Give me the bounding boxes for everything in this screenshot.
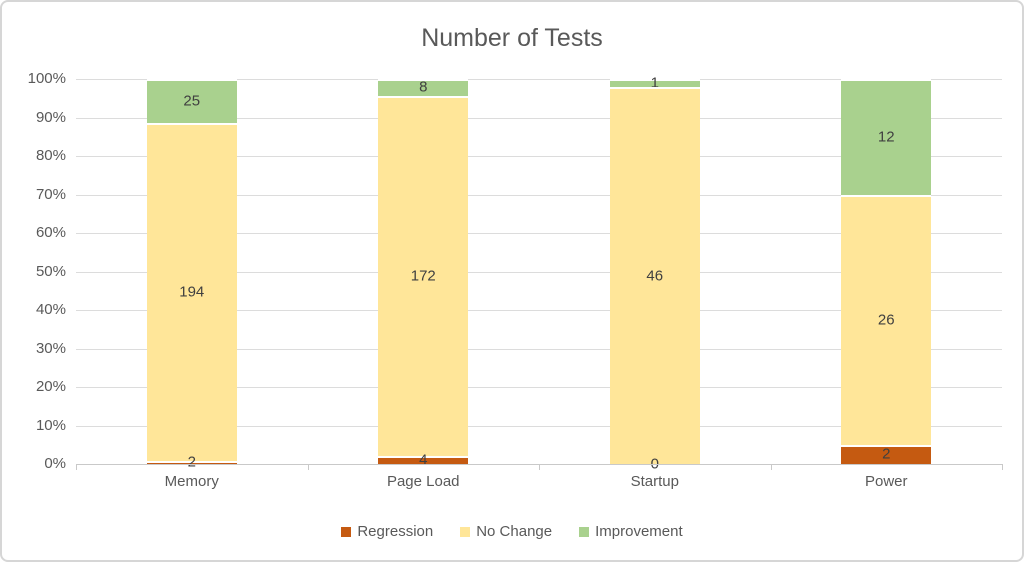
legend-swatch-no-change: [460, 526, 471, 537]
data-label-improvement-startup: 1: [650, 74, 659, 92]
y-tick-label: 90%: [35, 108, 66, 126]
legend-swatch-regression: [341, 526, 352, 537]
legend-item-no-change: No Change: [460, 523, 552, 540]
data-label-improvement-memory: 25: [183, 92, 201, 110]
gridline: [76, 117, 1002, 119]
y-tick-label: 50%: [35, 262, 66, 280]
x-axis-tick: [539, 464, 540, 470]
segment-no-change-power: [841, 194, 932, 445]
segment-regression-page-load: [378, 455, 469, 464]
legend-swatch-improvement: [579, 526, 590, 537]
data-label-improvement-power: 12: [877, 128, 895, 146]
gridline: [76, 156, 1002, 157]
segment-improvement-memory: [146, 79, 237, 123]
data-label-improvement-page-load: 8: [419, 78, 428, 96]
data-label-regression-page-load: 4: [419, 451, 428, 469]
category-label-startup: Startup: [630, 473, 679, 490]
bar-power: 12 26 2: [841, 79, 932, 464]
gridline: [76, 233, 1002, 234]
gridline: [76, 271, 1002, 273]
y-tick-label: 30%: [35, 339, 66, 357]
x-axis-tick: [1002, 464, 1003, 470]
plot-area: 25 194 2 8 172 4 1 46 0 12 26 2: [76, 75, 1002, 473]
bar-memory: 25 194 2: [146, 79, 237, 471]
gridline: [76, 387, 1002, 388]
chart-title: Number of Tests: [421, 24, 603, 52]
category-label-memory: Memory: [164, 473, 219, 490]
y-tick-label: 40%: [35, 301, 66, 318]
gridline: [76, 310, 1002, 311]
bar-startup: 1 46 0: [609, 75, 700, 473]
data-label-regression-power: 2: [882, 445, 891, 463]
data-label-no-change-startup: 46: [646, 267, 664, 285]
y-tick-label: 10%: [35, 416, 66, 434]
legend-label-improvement: Improvement: [595, 523, 683, 540]
category-label-page-load: Page Load: [386, 473, 460, 490]
x-axis-tick: [76, 464, 77, 470]
gridline: [76, 425, 1002, 427]
gridline: [76, 194, 1002, 196]
segment-no-change-page-load: [378, 95, 469, 456]
y-tick-label: 60%: [35, 224, 66, 241]
x-axis-tick: [770, 464, 772, 470]
data-label-no-change-page-load: 172: [410, 267, 436, 285]
segment-improvement-power: [841, 79, 932, 195]
gridline: [76, 348, 1002, 350]
data-label-no-change-power: 26: [877, 311, 895, 329]
y-tick-label: 20%: [35, 378, 66, 395]
y-tick-label: 80%: [35, 147, 66, 164]
legend-item-regression: Regression: [341, 523, 433, 540]
y-tick-label: 0%: [44, 455, 66, 472]
segment-regression-power: [841, 444, 932, 464]
x-axis-tick: [307, 464, 309, 470]
y-tick-label: 100%: [27, 70, 66, 87]
y-tick-label: 70%: [35, 185, 66, 203]
bar-page-load: 8 172 4: [378, 78, 469, 468]
segment-no-change-memory: [146, 122, 237, 461]
segment-improvement-startup: [609, 79, 700, 88]
segment-regression-memory: [146, 460, 237, 464]
legend: Regression No Change Improvement: [2, 523, 1022, 540]
data-label-regression-memory: 2: [187, 453, 196, 471]
segment-no-change-startup: [609, 87, 700, 464]
data-label-no-change-memory: 194: [179, 283, 205, 301]
gridline: [76, 79, 1002, 80]
category-label-power: Power: [864, 473, 908, 490]
legend-item-improvement: Improvement: [579, 523, 683, 540]
legend-label-regression: Regression: [357, 523, 434, 540]
segment-improvement-page-load: [378, 79, 469, 96]
legend-label-no-change: No Change: [476, 523, 553, 540]
